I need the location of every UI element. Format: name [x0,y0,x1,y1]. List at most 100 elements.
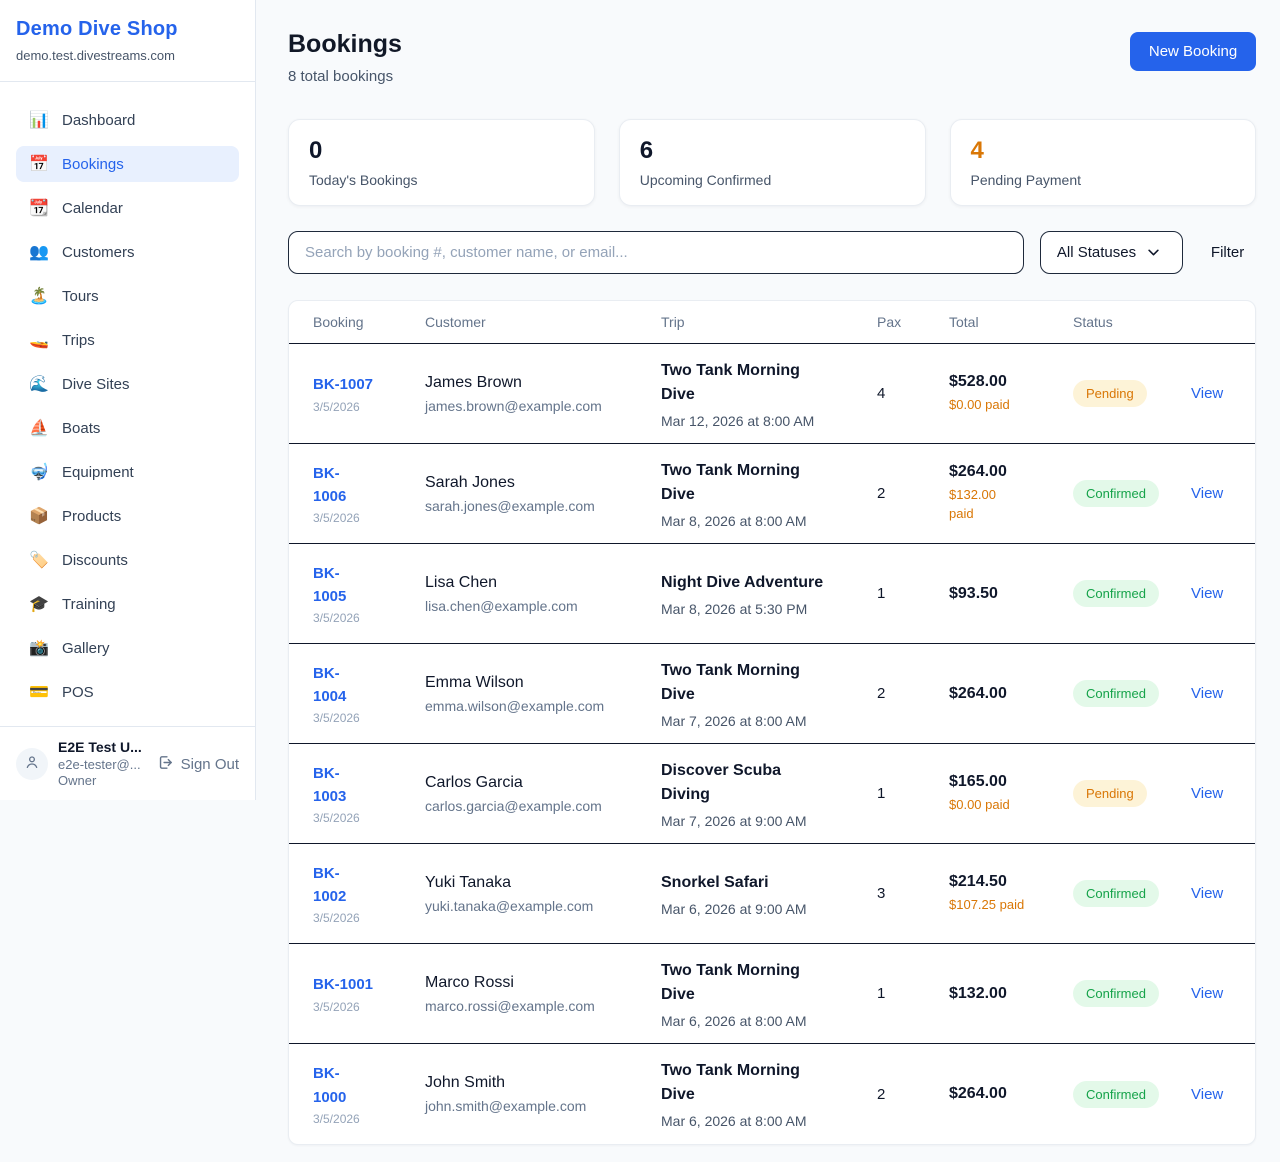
booking-id-link[interactable]: BK- 1006 [313,464,347,505]
total-cell: $93.50 [949,571,1073,617]
pax-count: 1 [877,985,886,1002]
trip-datetime: Mar 6, 2026 at 9:00 AM [661,900,807,917]
search-input[interactable] [288,231,1024,274]
customer-name: Yuki Tanaka [425,873,511,891]
table-header-row: Booking Customer Trip Pax Total Status [289,301,1256,344]
sidebar-item-label: Gallery [62,639,110,657]
sidebar-item-boats[interactable]: ⛵ Boats [16,410,239,446]
sidebar-item-customers[interactable]: 👥 Customers [16,234,239,270]
page-title: Bookings [288,30,402,58]
trip-cell: Two Tank Morning Dive Mar 8, 2026 at 8:0… [661,445,877,543]
brand-block: Demo Dive Shop demo.test.divestreams.com [0,0,255,82]
table-row: BK-1001 3/5/2026 Marco Rossi marco.rossi… [289,944,1256,1044]
sidebar-item-bookings[interactable]: 📅 Bookings [16,146,239,182]
actions-cell: View [1191,371,1231,416]
sidebar-item-gallery[interactable]: 📸 Gallery [16,630,239,666]
view-link[interactable]: View [1191,885,1224,902]
sidebar-item-discounts[interactable]: 🏷️ Discounts [16,542,239,578]
sidebar-item-label: Calendar [62,199,123,217]
total-cell: $528.00 $0.00 paid [949,359,1073,429]
pax-count: 1 [877,785,886,802]
sidebar-item-training[interactable]: 🎓 Training [16,586,239,622]
table-row: BK- 1004 3/5/2026 Emma Wilson emma.wilso… [289,644,1256,744]
trip-cell: Two Tank Morning Dive Mar 6, 2026 at 8:0… [661,945,877,1043]
booking-id-link[interactable]: BK- 1005 [313,564,347,605]
status-badge: Confirmed [1073,880,1159,907]
sidebar-item-calendar[interactable]: 📆 Calendar [16,190,239,226]
wave-icon: 🌊 [29,376,49,393]
table-body: BK-1007 3/5/2026 James Brown james.brown… [289,344,1256,1144]
people-icon: 👥 [29,244,49,261]
trip-cell: Two Tank Morning Dive Mar 6, 2026 at 8:0… [661,1045,877,1143]
sidebar-item-products[interactable]: 📦 Products [16,498,239,534]
booking-id-link[interactable]: BK- 1000 [313,1065,347,1106]
customer-email: sarah.jones@example.com [425,497,595,514]
sidebar-item-tours[interactable]: 🏝️ Tours [16,278,239,314]
status-badge: Confirmed [1073,1080,1159,1108]
stat-value: 0 [309,137,323,164]
tear-off-calendar-icon: 📆 [29,200,49,217]
sidebar-item-pos[interactable]: 💳 POS [16,674,239,710]
paid-amount: $107.25 paid [949,896,1025,912]
total-cell: $264.00 $132.00 paid [949,449,1073,538]
camera-icon: 📸 [29,640,49,657]
actions-cell: View [1191,971,1231,1016]
customer-email: james.brown@example.com [425,397,602,414]
person-icon [24,754,40,774]
customer-cell: Carlos Garcia carlos.garcia@example.com [425,760,661,828]
actions-cell: View [1191,571,1231,616]
booking-id-link[interactable]: BK- 1002 [313,864,347,905]
stat-value: 6 [639,137,654,164]
chevron-down-icon [1148,249,1159,256]
view-link[interactable]: View [1191,385,1224,402]
customer-cell: James Brown james.brown@example.com [425,360,661,428]
view-link[interactable]: View [1191,685,1224,702]
status-select-value: All Statuses [1056,244,1137,261]
view-link[interactable]: View [1191,785,1224,802]
customer-cell: John Smith john.smith@example.com [425,1060,661,1128]
customer-cell: Lisa Chen lisa.chen@example.com [425,560,661,628]
booking-id-link[interactable]: BK- 1003 [313,764,347,805]
booking-id-link[interactable]: BK-1001 [313,976,374,994]
view-link[interactable]: View [1191,985,1224,1002]
status-select[interactable]: All Statuses [1039,231,1183,274]
sidebar-item-label: Equipment [62,463,134,481]
view-link[interactable]: View [1191,585,1224,602]
pax-count: 1 [877,585,886,602]
filter-button[interactable]: Filter [1199,236,1256,269]
page-subtitle: 8 total bookings [288,68,394,85]
island-icon: 🏝️ [29,288,49,305]
status-badge: Confirmed [1073,480,1159,507]
column-header-total: Total [949,314,979,330]
booking-cell: BK-1007 3/5/2026 [313,359,425,427]
status-cell: Pending [1073,366,1191,421]
new-booking-button[interactable]: New Booking [1129,32,1257,71]
sign-out-button[interactable]: Sign Out [157,754,239,775]
booking-id-link[interactable]: BK-1007 [313,376,374,394]
trip-datetime: Mar 7, 2026 at 9:00 AM [661,812,807,829]
logout-icon [157,754,174,775]
view-link[interactable]: View [1191,485,1224,502]
customer-email: lisa.chen@example.com [425,597,578,614]
view-link[interactable]: View [1191,1085,1224,1103]
sidebar-item-trips[interactable]: 🚤 Trips [16,322,239,358]
booking-id-link[interactable]: BK- 1004 [313,664,347,705]
calendar-17-icon: 📅 [29,156,49,173]
stat-card-todays-bookings: 0 Today's Bookings [288,119,595,206]
trip-datetime: Mar 8, 2026 at 5:30 PM [661,600,808,617]
booking-cell: BK-1001 3/5/2026 [313,959,425,1027]
filter-bar: All Statuses Filter [288,231,1256,274]
paid-amount: $0.00 paid [949,796,1010,812]
total-cell: $214.50 $107.25 paid [949,859,1073,929]
sidebar-item-label: Tours [62,287,99,305]
trip-cell: Snorkel Safari Mar 6, 2026 at 9:00 AM [661,857,877,931]
credit-card-icon: 💳 [29,684,49,701]
booking-date: 3/5/2026 [313,999,360,1014]
booking-date: 3/5/2026 [313,711,360,726]
sidebar-item-dive-sites[interactable]: 🌊 Dive Sites [16,366,239,402]
stat-card-pending-payment: 4 Pending Payment [949,119,1257,206]
status-cell: Confirmed [1073,866,1191,921]
sidebar-item-equipment[interactable]: 🤿 Equipment [16,454,239,490]
status-cell: Confirmed [1073,666,1191,721]
sidebar-item-dashboard[interactable]: 📊 Dashboard [16,102,239,138]
